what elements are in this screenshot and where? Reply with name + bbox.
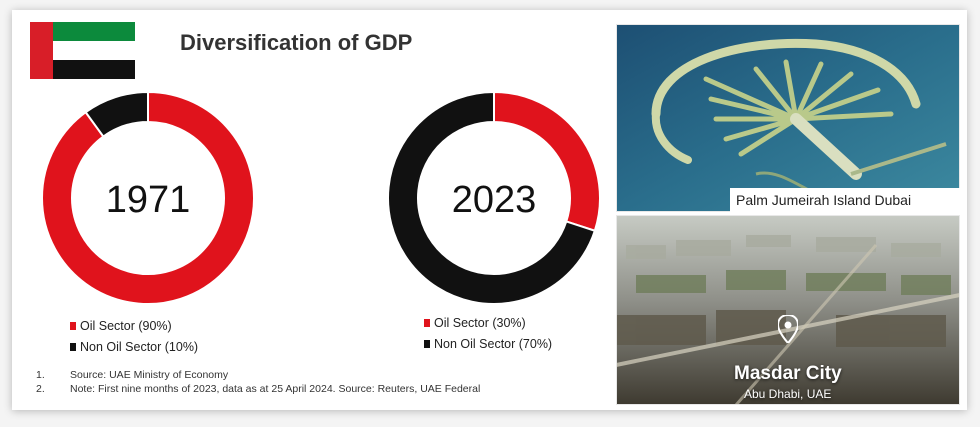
gdp-slide: Diversification of GDP 1971 2023 Oil Sec… bbox=[12, 10, 967, 410]
donut-center-label: 2023 bbox=[452, 179, 537, 221]
legend-swatch bbox=[70, 321, 76, 330]
legend-swatch bbox=[424, 318, 430, 327]
page-title: Diversification of GDP bbox=[180, 30, 413, 55]
masdar-city-illustration bbox=[616, 215, 960, 405]
legend-2023: Oil Sector (30%) Non Oil Sector (70%) bbox=[424, 312, 552, 354]
donut-slice-oil bbox=[41, 90, 255, 305]
donut-chart-1971: 1971 bbox=[41, 90, 255, 305]
legend-item-non-oil: Non Oil Sector (10%) bbox=[70, 336, 198, 357]
donut-slice-non-oil bbox=[84, 90, 149, 138]
legend-label: Oil Sector (90%) bbox=[80, 318, 172, 333]
footnote: 1. Source: UAE Ministry of Economy bbox=[36, 369, 229, 381]
donut-chart-2023: 2023 bbox=[387, 90, 601, 305]
palm-jumeirah-photo: Palm Jumeirah Island Dubai bbox=[616, 24, 960, 212]
legend-item-oil: Oil Sector (30%) bbox=[424, 312, 552, 333]
donut-center-label: 1971 bbox=[106, 179, 191, 221]
legend-label: Non Oil Sector (70%) bbox=[434, 336, 553, 351]
palm-caption: Palm Jumeirah Island Dubai bbox=[730, 188, 960, 212]
location-pin-icon bbox=[778, 315, 798, 343]
footnotes: 1. Source: UAE Ministry of Economy 2. No… bbox=[36, 369, 480, 397]
masdar-city-photo: Masdar City Abu Dhabi, UAE bbox=[616, 215, 960, 405]
footnote: 2. Note: First nine months of 2023, data… bbox=[36, 383, 481, 395]
legend-label: Oil Sector (30%) bbox=[434, 315, 526, 330]
legend-item-oil: Oil Sector (90%) bbox=[70, 315, 198, 336]
legend-item-non-oil: Non Oil Sector (70%) bbox=[424, 333, 552, 354]
legend-1971: Oil Sector (90%) Non Oil Sector (10%) bbox=[70, 315, 198, 357]
legend-swatch bbox=[424, 339, 430, 348]
legend-swatch bbox=[70, 342, 76, 351]
palm-jumeirah-illustration bbox=[616, 24, 960, 212]
donut-slice-non-oil bbox=[387, 90, 597, 305]
uae-flag-icon bbox=[30, 22, 135, 79]
masdar-title: Masdar City bbox=[734, 363, 842, 384]
legend-label: Non Oil Sector (10%) bbox=[80, 339, 199, 354]
masdar-subtitle: Abu Dhabi, UAE bbox=[744, 387, 832, 401]
